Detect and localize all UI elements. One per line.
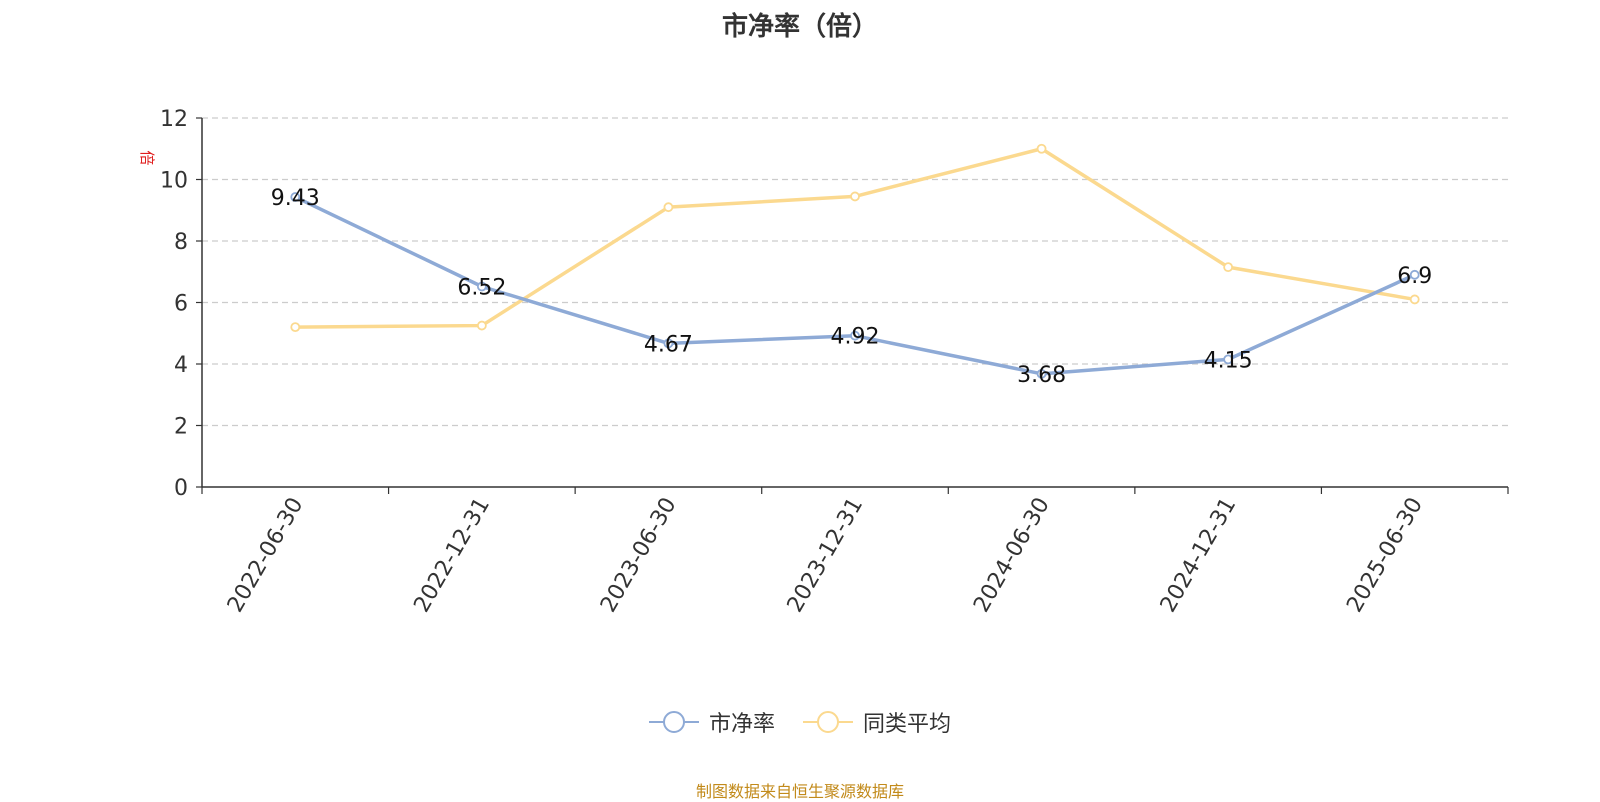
legend: 市净率 同类平均 <box>0 706 1600 738</box>
x-tick-label: 2024-06-30 <box>969 494 1055 617</box>
data-label: 6.52 <box>457 276 506 301</box>
legend-label-series-0: 市净率 <box>708 712 775 737</box>
x-tick-label: 2023-12-31 <box>783 494 869 617</box>
axes: 0 2 4 6 8 10 12 倍 2022-06-30 2022-12-31 2023-06-30… <box>138 107 1509 617</box>
series-0-point <box>476 281 487 292</box>
data-label: 4.92 <box>831 325 880 350</box>
series-1-point <box>850 191 860 202</box>
x-tick-label: 2022-06-30 <box>223 494 309 617</box>
data-label: 3.68 <box>1017 363 1066 388</box>
series-1-point <box>663 202 674 213</box>
y-tick-label: 10 <box>160 169 188 194</box>
y-tick-label: 12 <box>160 107 188 132</box>
data-label: 6.9 <box>1397 264 1432 289</box>
data-label: 4.67 <box>644 332 693 357</box>
y-tick-label: 2 <box>174 415 188 440</box>
legend-item-series-0[interactable]: 市净率 <box>648 706 775 738</box>
legend-label-series-1: 同类平均 <box>863 712 952 737</box>
series-0-point <box>1223 354 1234 365</box>
data-label: 4.15 <box>1204 348 1253 373</box>
series-1-point <box>290 322 301 333</box>
legend-item-series-1[interactable]: 同类平均 <box>803 706 951 738</box>
series <box>290 143 1420 379</box>
chart-title: 市净率（倍） <box>721 12 878 42</box>
y-tick-label: 0 <box>174 476 188 501</box>
legend-marker-series-0 <box>648 711 699 733</box>
series-0-point <box>290 192 301 202</box>
x-tick-label: 2024-12-31 <box>1156 494 1242 617</box>
series-0-point <box>663 338 674 349</box>
data-label: 9.43 <box>271 186 320 211</box>
series-1-point <box>476 320 487 331</box>
y-tick-label: 8 <box>174 230 188 255</box>
series-1-point <box>1409 294 1420 305</box>
series-0-point <box>1036 368 1047 379</box>
y-axis-label: 倍 <box>138 150 156 165</box>
x-tick-label: 2023-06-30 <box>596 494 682 617</box>
y-tick-label: 6 <box>174 292 188 317</box>
grid-lines <box>202 117 1508 427</box>
series-0-point <box>850 330 860 341</box>
x-tick-label: 2022-12-31 <box>409 494 495 617</box>
x-tick-label: 2025-06-30 <box>1342 494 1428 617</box>
legend-marker-series-1 <box>803 711 853 733</box>
series-0-point <box>1409 269 1420 280</box>
data-labels: 9.43 6.52 4.67 4.92 3.68 4.15 6.9 <box>271 186 1432 388</box>
series-1-point <box>1036 143 1047 154</box>
source-note: 制图数据来自恒生聚源数据库 <box>695 782 904 801</box>
y-tick-label: 4 <box>174 353 188 378</box>
series-1-point <box>1223 262 1234 273</box>
